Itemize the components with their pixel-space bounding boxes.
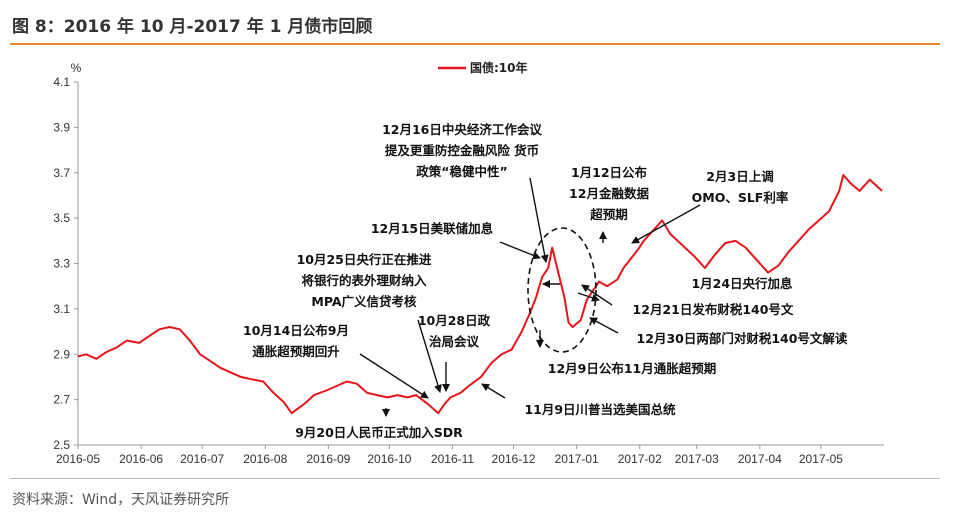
x-tick-label: 2016-10 — [367, 452, 411, 466]
annotation-label: 12月21日发布财税140号文 — [633, 302, 794, 317]
annotation-arrow — [359, 353, 429, 399]
annotation-arrow — [577, 292, 600, 302]
y-tick-label: 4.1 — [53, 75, 70, 89]
annotation-line: 10月14日公布9月 — [243, 323, 349, 338]
x-tick-label: 2016-08 — [243, 452, 287, 466]
annotation-line: 1月12日公布 — [571, 165, 648, 180]
annotation-label: 12月9日公布11月通胀超预期 — [548, 361, 717, 376]
x-tick-label: 2017-05 — [799, 452, 843, 466]
x-tick-label: 2016-09 — [306, 452, 350, 466]
annotation-line: 提及更重防控金融风险 货币 — [385, 143, 539, 158]
annotation-arrow — [499, 241, 541, 260]
x-tick-label: 2016-11 — [431, 452, 474, 466]
annotation-label: 10月28日政治局会议 — [418, 313, 491, 349]
annotation-line: 将银行的表外理财纳入 — [301, 273, 427, 288]
annotation-line: MPA广义信贷考核 — [311, 294, 417, 309]
annotation-line: 1月24日央行加息 — [691, 276, 793, 291]
dashed-ellipse — [527, 227, 597, 353]
annotation-line: 12月9日公布11月通胀超预期 — [548, 361, 717, 376]
annotation-line: 政策“稳健中性” — [416, 164, 507, 179]
annotation-line: 10月25日央行正在推进 — [297, 252, 432, 267]
y-tick-label: 3.7 — [53, 166, 70, 180]
annotation-arrow — [529, 177, 549, 263]
annotation-label: 10月25日央行正在推进将银行的表外理财纳入 MPA广义信贷考核 — [297, 252, 432, 309]
series-line — [77, 174, 883, 415]
legend-label: 国债:10年 — [470, 60, 528, 75]
figure-title: 图 8：2016 年 10 月-2017 年 1 月债市回顾 — [12, 17, 373, 37]
x-tick-label: 2017-04 — [738, 452, 782, 466]
annotation-line: 12月21日发布财税140号文 — [633, 302, 794, 317]
source-rule — [10, 478, 940, 479]
title-rule — [10, 43, 940, 45]
y-tick-label: 2.9 — [53, 347, 70, 361]
annotation-line: 超预期 — [589, 207, 628, 222]
annotation-arrow — [417, 319, 442, 393]
annotation-line: 12月30日两部门对财税140号文解读 — [637, 331, 848, 346]
annotation-arrow — [481, 383, 506, 399]
y-tick-label: 3.9 — [53, 120, 70, 134]
annotation-label: 2月3日上调 OMO、SLF利率 — [692, 169, 789, 205]
annotation-label: 12月15日美联储加息 — [371, 221, 494, 236]
annotation-label: 9月20日人民币正式加入SDR — [295, 425, 463, 440]
x-tick-label: 2016-07 — [180, 452, 224, 466]
x-tick-label: 2017-02 — [618, 452, 662, 466]
annotation-arrow — [631, 204, 701, 244]
x-tick-label: 2016-05 — [56, 452, 100, 466]
annotation-label: 12月30日两部门对财税140号文解读 — [637, 331, 848, 346]
y-unit-label: % — [71, 61, 82, 75]
annotation-line: 治局会议 — [429, 334, 480, 349]
y-tick-label: 3.3 — [53, 257, 70, 271]
annotation-line: 10月28日政 — [418, 313, 491, 328]
annotation-line: 11月9日川普当选美国总统 — [524, 402, 676, 417]
annotation-line: 12月金融数据 — [569, 186, 649, 201]
y-tick-label: 2.5 — [53, 438, 70, 452]
y-tick-label: 3.5 — [53, 211, 70, 225]
x-tick-label: 2017-01 — [555, 452, 599, 466]
source-note: 资料来源：Wind，天风证券研究所 — [12, 492, 230, 508]
annotation-label: 11月9日川普当选美国总统 — [524, 402, 676, 417]
annotation-label: 10月14日公布9月通胀超预期回升 — [243, 323, 349, 359]
annotation-line: 通胀超预期回升 — [252, 344, 340, 359]
annotation-line: OMO、SLF利率 — [692, 190, 789, 205]
y-tick-label: 3.1 — [53, 302, 70, 316]
annotations: 12月16日中央经济工作会议提及更重防控金融风险 货币政策“稳健中性” 12月15… — [243, 122, 848, 440]
y-tick-label: 2.7 — [53, 393, 70, 407]
x-tick-label: 2016-12 — [492, 452, 536, 466]
x-tick-label: 2017-03 — [675, 452, 719, 466]
series — [77, 174, 883, 415]
annotation-line: 9月20日人民币正式加入SDR — [295, 425, 463, 440]
highlight-ellipse — [527, 227, 597, 353]
x-tick-label: 2016-06 — [119, 452, 163, 466]
legend: 国债:10年 — [438, 60, 528, 75]
annotation-arrow — [589, 317, 619, 334]
annotation-label: 1月12日公布 12月金融数据超预期 — [569, 165, 649, 222]
annotation-label: 12月16日中央经济工作会议提及更重防控金融风险 货币政策“稳健中性” — [382, 122, 542, 179]
annotation-line: 12月16日中央经济工作会议 — [382, 122, 542, 137]
annotation-arrows — [359, 177, 701, 417]
annotation-line: 2月3日上调 — [706, 169, 773, 184]
annotation-line: 12月15日美联储加息 — [371, 221, 494, 236]
annotation-label: 1月24日央行加息 — [691, 276, 793, 291]
